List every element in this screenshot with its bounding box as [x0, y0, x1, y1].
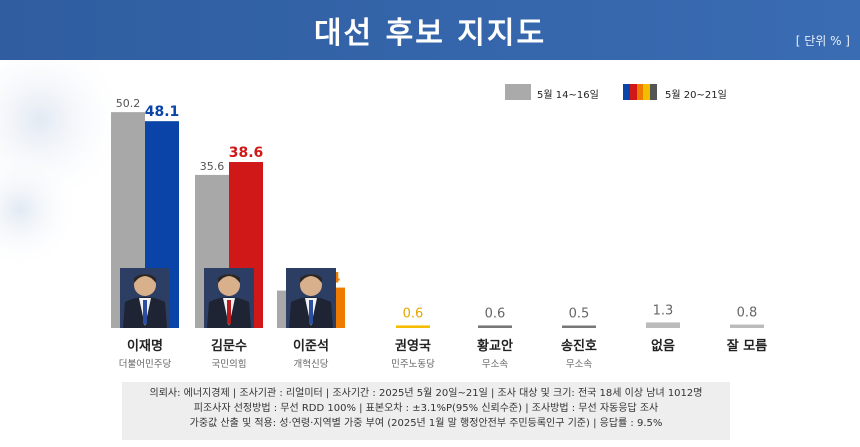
candidate-name-7: 없음 — [651, 338, 675, 354]
unit-label: [ 단위 % ] — [795, 34, 850, 48]
footnote-line-1: 의뢰사: 에너지경제 | 조사기관 : 리얼미터 | 조사기간 : 2025년 … — [149, 388, 703, 399]
candidate-name-6: 송진호 — [561, 338, 597, 354]
party-name-6: 무소속 — [566, 359, 592, 370]
header-bar: 대선 후보 지지도 [ 단위 % ] — [0, 0, 860, 60]
party-name-2: 국민의힘 — [212, 359, 247, 370]
candidate-name-5: 황교안 — [477, 338, 513, 354]
candidate-name-2: 김문수 — [211, 339, 247, 354]
background-decoration — [0, 60, 130, 270]
candidate-photo-3 — [286, 268, 336, 328]
value-curr-2: 38.6 — [229, 145, 264, 161]
bar-curr-7 — [646, 322, 680, 328]
candidate-name-1: 이재명 — [127, 338, 163, 354]
legend-curr-swatch — [623, 84, 657, 100]
value-curr-4: 0.6 — [403, 306, 424, 321]
candidate-name-4: 권영국 — [395, 339, 431, 354]
bar-chart: 50.248.1이재명더불어민주당35.638.6김문수국민의힘8.79.4이준… — [111, 97, 767, 370]
party-name-4: 민주노동당 — [391, 359, 435, 370]
value-prev-1: 50.2 — [116, 97, 141, 110]
footnote-line-3: 가중값 산출 및 적용: 성·연령·지역별 가중 부여 (2025년 1월 말 … — [189, 418, 663, 429]
party-name-1: 더불어민주당 — [119, 359, 172, 370]
footnote-line-2: 피조사자 선정방법 : 무선 RDD 100% | 표본오차 : ±3.1%P(… — [193, 403, 659, 414]
bar-curr-4 — [396, 325, 430, 328]
value-curr-8: 0.8 — [737, 306, 758, 321]
value-curr-5: 0.6 — [485, 306, 506, 321]
value-curr-1: 48.1 — [145, 104, 180, 120]
value-curr-6: 0.5 — [569, 307, 590, 322]
survey-footnote: 의뢰사: 에너지경제 | 조사기관 : 리얼미터 | 조사기간 : 2025년 … — [122, 382, 730, 440]
page-title: 대선 후보 지지도 — [313, 16, 547, 51]
party-name-3: 개혁신당 — [294, 359, 329, 370]
value-curr-7: 1.3 — [653, 303, 674, 318]
candidate-photo-2 — [204, 268, 254, 328]
bar-curr-5 — [478, 325, 512, 328]
bar-curr-6 — [562, 325, 596, 328]
legend-prev-label: 5월 14~16일 — [537, 90, 599, 101]
value-prev-2: 35.6 — [200, 160, 225, 173]
legend-prev-swatch — [505, 84, 531, 100]
party-name-5: 무소속 — [482, 359, 508, 370]
candidate-photo-1 — [120, 268, 170, 328]
candidate-name-3: 이준석 — [293, 338, 329, 354]
candidate-name-8: 잘 모름 — [727, 339, 767, 354]
legend-curr-label: 5월 20~21일 — [665, 90, 727, 101]
bar-curr-8 — [730, 324, 764, 328]
